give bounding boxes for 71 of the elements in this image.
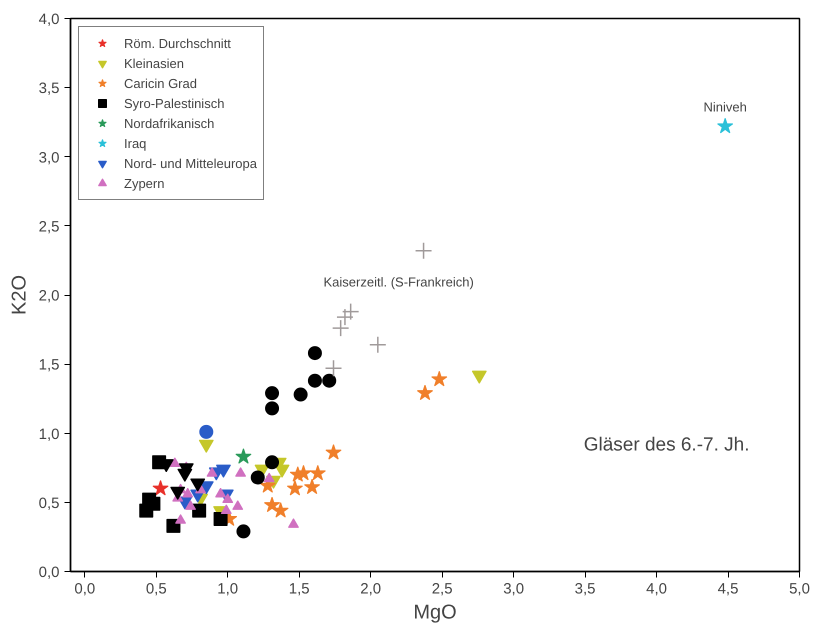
point <box>308 346 322 360</box>
point <box>215 488 226 498</box>
x-tick-label: 5,0 <box>789 580 810 598</box>
point <box>265 455 280 470</box>
point <box>286 480 304 496</box>
y-tick-label: 1,5 <box>38 356 60 374</box>
point <box>220 504 232 514</box>
point <box>235 467 246 477</box>
y-tick-label: 1,0 <box>38 426 60 443</box>
point <box>232 500 244 510</box>
point <box>324 360 342 378</box>
point <box>325 444 342 460</box>
legend-label: Kleinasien <box>124 56 184 70</box>
point <box>185 500 196 510</box>
point <box>222 493 234 503</box>
legend-label: Nord- und Mitteleuropa <box>124 156 257 170</box>
y-tick-label: 2,0 <box>38 288 60 304</box>
y-tick-label: 4,0 <box>38 11 60 28</box>
y-axis-title: K2O <box>8 274 31 316</box>
point <box>332 319 350 337</box>
point <box>414 242 432 260</box>
point <box>250 470 265 484</box>
legend-label: Röm. Durchschnitt <box>124 36 231 50</box>
x-axis-title: MgO <box>413 602 457 624</box>
point <box>192 504 206 518</box>
point <box>235 448 252 464</box>
legend-label: Nordafrikanisch <box>124 116 214 130</box>
point <box>206 467 218 477</box>
y-tick-label: 3,0 <box>38 149 60 166</box>
y-tick-label: 0,5 <box>38 494 60 512</box>
legend-label: Syro-Palestinisch <box>124 96 224 110</box>
y-tick-label: 2,5 <box>38 218 60 236</box>
x-tick-label: 2,5 <box>432 580 453 598</box>
annotation: Gläser des 6.-7. Jh. <box>584 434 750 456</box>
x-tick-label: 0,5 <box>146 580 167 598</box>
point <box>265 386 280 400</box>
y-tick-label: 3,5 <box>38 80 60 98</box>
text: Kaiserzeitl. (S-Frankreich) <box>324 274 474 290</box>
legend-label: Iraq <box>124 136 146 150</box>
x-tick-label: 4,5 <box>718 580 738 598</box>
point <box>416 384 434 400</box>
point <box>431 370 448 386</box>
point <box>214 512 228 526</box>
point <box>322 374 336 388</box>
point <box>175 514 186 524</box>
legend-label: Zypern <box>124 176 164 190</box>
point <box>717 118 734 134</box>
point <box>310 464 326 480</box>
x-tick-label: 2,0 <box>360 580 382 598</box>
x-tick-label: 0,0 <box>74 580 96 598</box>
x-tick-label: 1,5 <box>288 580 310 598</box>
point <box>304 478 320 494</box>
point <box>182 488 194 498</box>
point <box>294 388 308 402</box>
point <box>236 524 250 538</box>
point <box>369 336 387 354</box>
annotation: Niniveh <box>703 99 747 114</box>
x-tick-label: 1,0 <box>217 580 238 598</box>
point <box>308 374 322 388</box>
point <box>169 457 180 468</box>
x-tick-label: 3,5 <box>574 580 596 598</box>
point <box>288 518 299 528</box>
point <box>265 401 280 416</box>
point <box>152 480 169 496</box>
point <box>166 518 180 533</box>
point <box>295 464 312 480</box>
x-tick-label: 3,0 <box>503 580 524 598</box>
legend-label: Caricin Grad <box>124 76 197 90</box>
y-tick-label: 0,0 <box>38 564 60 581</box>
point <box>199 424 214 439</box>
x-tick-label: 4,0 <box>646 580 667 598</box>
